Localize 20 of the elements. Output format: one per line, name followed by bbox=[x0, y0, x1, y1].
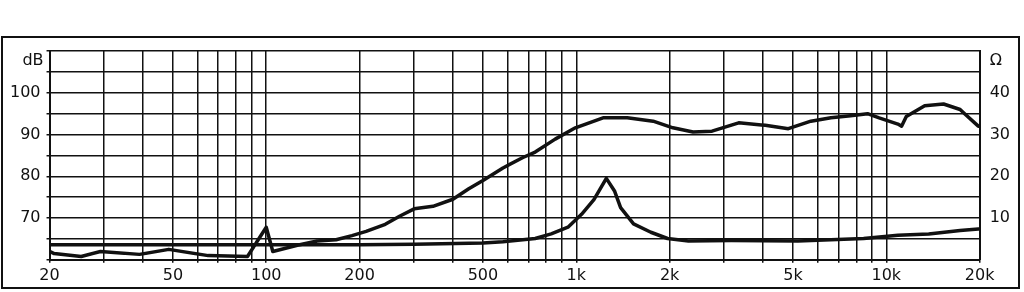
x-tick-label: 20k bbox=[964, 264, 996, 284]
x-tick-label: 500 bbox=[467, 264, 499, 284]
y2-tick-label: 10 bbox=[989, 207, 1010, 227]
y2-tick-label: 40 bbox=[989, 81, 1010, 101]
y2-tick-label: 20 bbox=[989, 165, 1010, 185]
y2-tick-label: 30 bbox=[989, 123, 1010, 143]
y-tick-label: 100 bbox=[9, 81, 41, 101]
y2-axis-title: Ω bbox=[989, 50, 1002, 70]
x-tick-label: 100 bbox=[250, 264, 282, 284]
y-axis-title: dB bbox=[22, 50, 44, 70]
x-tick-label: 1k bbox=[566, 264, 587, 284]
x-tick-label: 5k bbox=[783, 264, 804, 284]
y-tick-label: 70 bbox=[20, 207, 41, 227]
x-tick-label: 50 bbox=[162, 264, 184, 284]
x-tick-label: 2k bbox=[659, 264, 681, 284]
x-tick-label: 200 bbox=[344, 264, 375, 284]
y-tick-label: 90 bbox=[20, 123, 41, 143]
x-tick-label: 10k bbox=[871, 264, 902, 284]
y-tick-label: 80 bbox=[20, 165, 41, 185]
x-tick-label: 20 bbox=[39, 264, 60, 284]
